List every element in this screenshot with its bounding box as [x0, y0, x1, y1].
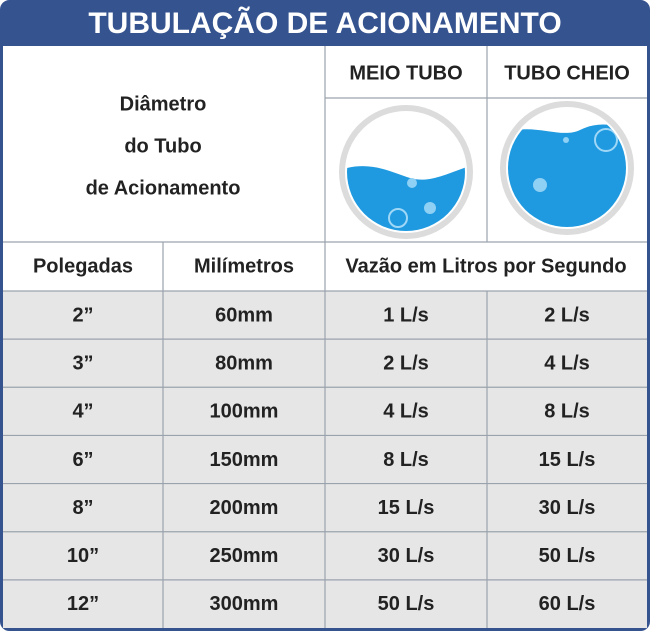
column-header: Milímetros	[194, 255, 294, 277]
cell: 15 L/s	[378, 497, 435, 519]
cell: 300mm	[210, 593, 279, 615]
cell: 8 L/s	[383, 449, 429, 471]
cell: 150mm	[210, 449, 279, 471]
half-tube-icon	[339, 105, 473, 239]
cell: 1 L/s	[383, 304, 429, 326]
cell: 200mm	[210, 497, 279, 519]
cell: 3”	[72, 352, 93, 374]
diameter-label: Diâmetro	[120, 93, 207, 115]
cell: 60mm	[215, 304, 273, 326]
full-tube-icon	[500, 101, 634, 235]
cell: 12”	[67, 593, 99, 615]
full-tube-label: TUBO CHEIO	[504, 62, 630, 84]
title-bar	[1, 1, 649, 46]
cell: 10”	[67, 545, 99, 567]
cell: 4 L/s	[544, 352, 590, 374]
title: TUBULAÇÃO DE ACIONAMENTO	[88, 6, 561, 40]
diameter-label: de Acionamento	[86, 177, 241, 199]
cell: 80mm	[215, 352, 273, 374]
cell: 50 L/s	[378, 593, 435, 615]
cell: 2”	[72, 304, 93, 326]
cell: 4 L/s	[383, 401, 429, 423]
diameter-label: do Tubo	[124, 135, 201, 157]
half-tube-label: MEIO TUBO	[349, 62, 462, 84]
column-header: Polegadas	[33, 255, 133, 277]
cell: 100mm	[210, 401, 279, 423]
cell: 2 L/s	[383, 352, 429, 374]
cell: 50 L/s	[539, 545, 596, 567]
cell: 250mm	[210, 545, 279, 567]
cell: 15 L/s	[539, 449, 596, 471]
cell: 8 L/s	[544, 401, 590, 423]
cell: 60 L/s	[539, 593, 596, 615]
cell: 8”	[72, 497, 93, 519]
cell: 4”	[72, 401, 93, 423]
column-header: Vazão em Litros por Segundo	[345, 255, 626, 277]
cell: 30 L/s	[378, 545, 435, 567]
cell: 6”	[72, 449, 93, 471]
cell: 2 L/s	[544, 304, 590, 326]
cell: 30 L/s	[539, 497, 596, 519]
